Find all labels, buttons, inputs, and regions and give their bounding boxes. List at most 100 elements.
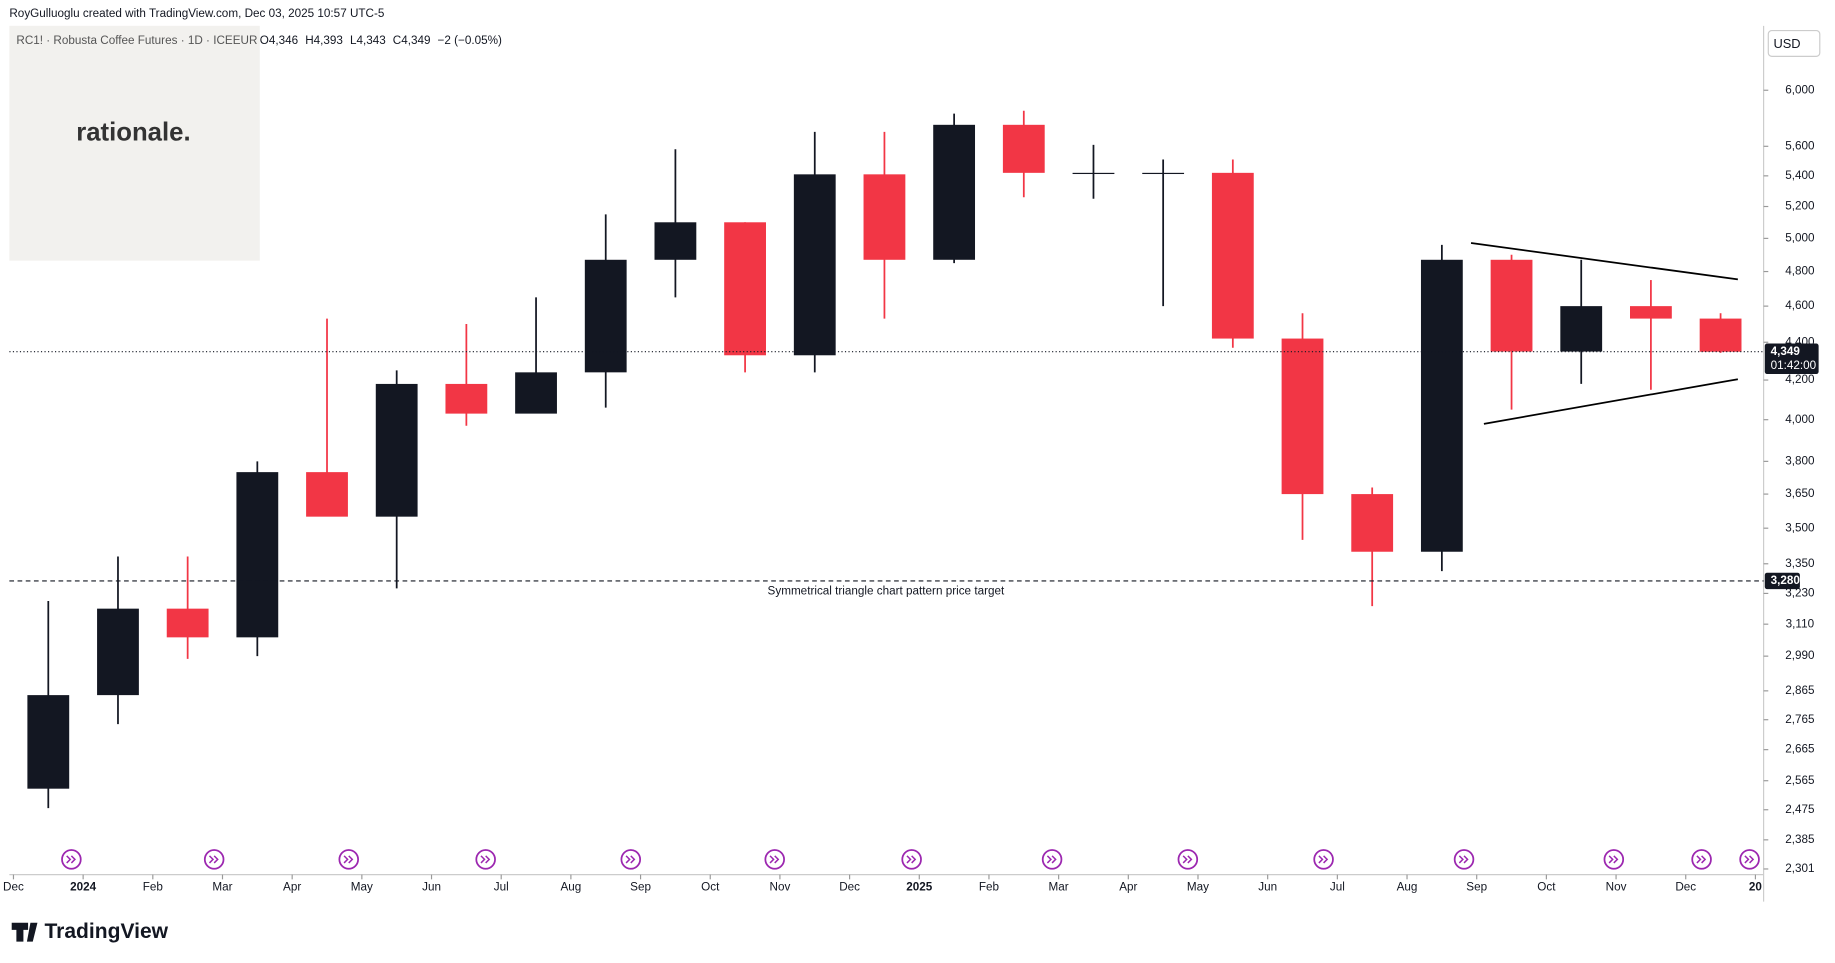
y-tick-label: 4,200 [1785,373,1815,386]
event-icon[interactable] [1603,849,1625,870]
event-icon[interactable] [1041,849,1063,870]
currency: USD [1773,36,1800,51]
event-icon[interactable] [1177,849,1199,870]
event-icon-arrow [343,855,354,864]
x-tick-label: Sep [630,881,651,894]
candle-body [1211,172,1254,339]
x-tick-label: Apr [283,881,301,894]
y-tick-label: 2,385 [1785,833,1815,846]
candle-body [1420,259,1463,552]
event-icon-arrow [208,855,219,864]
candle-body [515,372,557,414]
event-icon-arrow [625,855,636,864]
countdown: 01:42:00 [1771,359,1817,372]
candle-body [584,259,627,373]
tv-icon [11,922,38,942]
event-icon[interactable] [620,849,642,870]
x-tick-label: Aug [1397,881,1418,894]
y-tick-label: 5,600 [1785,139,1815,152]
event-icon[interactable] [901,849,922,870]
y-tick-label: 3,230 [1785,586,1815,599]
target-box [1764,572,1800,590]
y-tick-label: 3,500 [1785,521,1815,534]
x-tick-label: Oct [1537,881,1556,894]
ohlc-value: C4,349 [393,34,431,47]
candle-body [445,383,488,414]
event-icon[interactable] [475,849,496,870]
x-tick-label: Dec [3,881,24,894]
event-icon[interactable] [1313,849,1334,870]
x-tick-label: 2024 [70,881,97,894]
candle-body [1629,306,1672,319]
x-tick-label: Oct [701,881,720,894]
candle-body [1072,172,1115,175]
footer-logo: TradingView [11,920,169,943]
y-tick-label: 3,800 [1785,454,1815,467]
candle-body [1142,172,1185,175]
target-annotation: Symmetrical triangle chart pattern price… [768,585,1005,598]
y-tick-label: 2,565 [1785,774,1815,787]
trendline-upper [1470,242,1738,281]
y-tick-label: 3,650 [1785,487,1815,500]
y-tick-label: 3,350 [1785,557,1815,570]
candle-body [724,222,766,356]
y-tick-label: 4,800 [1785,265,1815,278]
candle-body [375,383,418,517]
symbol-title: RC1! · Robusta Coffee Futures · 1D · ICE… [16,34,257,47]
y-tick-label: 3,110 [1786,617,1815,630]
event-icon[interactable] [1453,849,1475,870]
candle-body [654,222,697,260]
candle-body [27,695,70,789]
y-tick-label: 2,765 [1785,713,1815,726]
ohlc-value: O4,346 [260,34,298,47]
event-icon[interactable] [338,849,359,870]
y-tick-label: 5,200 [1785,200,1815,213]
x-tick-label: Jul [1330,881,1345,894]
header: RoyGulluoglu created with TradingView.co… [9,7,385,20]
x-tick-label: Feb [979,881,1000,894]
logo: rationale. [76,119,190,147]
y-tick-label: 2,865 [1785,684,1815,697]
x-tick-label: Mar [1049,881,1069,894]
x-tick-label: Nov [770,881,791,894]
logo-box [9,25,260,261]
x-tick-label: May [351,881,373,894]
ohlc-value: L4,343 [350,34,386,47]
y-tick-label: 2,665 [1785,743,1815,756]
event-icon[interactable] [203,849,225,870]
event-icon[interactable] [764,849,785,870]
event-icon-arrow [1696,855,1707,864]
y-tick-label: 5,400 [1785,169,1815,182]
y-tick-label: 2,301 [1785,862,1814,875]
footer: TradingView [44,920,168,943]
candle-body [1002,124,1045,173]
event-icon-arrow [906,855,917,864]
y-tick-label: 5,000 [1785,231,1815,244]
ohlc-value: −2 (−0.05%) [438,34,502,47]
x-tick-label: Dec [839,881,860,894]
x-tick-label: 20 [1749,881,1762,894]
x-tick-label: Jun [422,881,441,894]
ohlc-value: H4,393 [305,34,343,47]
x-tick-label: Sep [1466,881,1487,894]
candle-body [306,472,348,517]
x-tick-label: Nov [1606,881,1627,894]
candle-body [1351,494,1394,552]
event-icon[interactable] [1739,849,1760,870]
event-icon-arrow [66,855,76,864]
event-icon-arrow [1608,855,1619,864]
event-icon-arrow [1182,855,1193,864]
y-tick-label: 6,000 [1785,83,1815,96]
trendline-lower [1483,378,1739,425]
x-tick-label: Apr [1119,881,1137,894]
currency-box[interactable] [1767,29,1821,57]
y-tick-label: 4,600 [1785,299,1815,312]
last-price-label: 4,349 [1771,345,1801,358]
event-icon-arrow [769,855,780,864]
event-icon[interactable] [61,849,82,870]
y-tick-label: 4,000 [1785,413,1815,426]
event-icon[interactable] [1691,849,1712,870]
x-tick-label: Dec [1675,881,1696,894]
